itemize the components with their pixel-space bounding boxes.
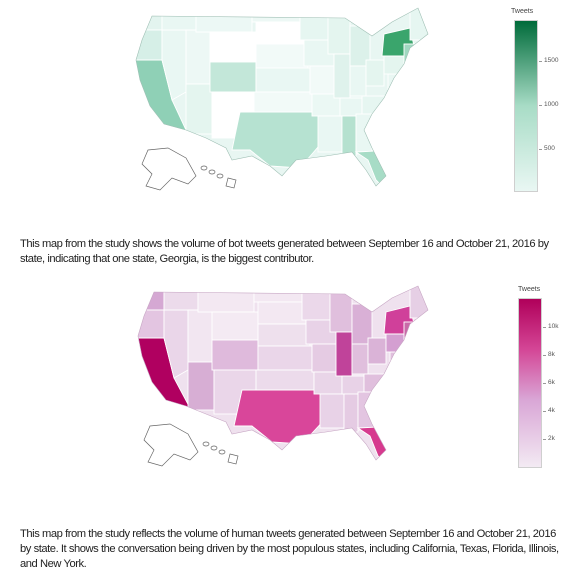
colorbar-tick: 10k [542,323,559,330]
bot-tweets-colorbar: Tweets 1500 1000 500 [508,8,568,193]
colorbar-title: Tweets [511,8,534,15]
human-tweets-caption: This map from the study reflects the vol… [20,528,559,570]
colorbar-title: Tweets [518,286,541,293]
human-tweets-map-panel: Tweets 10k 8k 6k 4k 2k [0,282,580,482]
colorbar-tick: 8k [543,351,555,358]
colorbar-tick: 4k [543,407,555,414]
colorbar-tick: 500 [539,145,555,152]
bot-tweets-caption: This map from the study shows the volume… [20,238,549,265]
human-tweets-us-map [137,285,429,467]
colorbar-tick: 2k [543,435,555,442]
human-tweets-colorbar: Tweets 10k 8k 6k 4k 2k [512,286,572,472]
colorbar-gradient [518,298,542,468]
bot-tweets-us-map [135,7,429,191]
bot-tweets-map-panel: Tweets 1500 1000 500 [0,0,580,230]
colorbar-gradient [514,20,538,192]
colorbar-tick: 1500 [538,57,559,64]
colorbar-tick: 6k [543,379,555,386]
colorbar-tick: 1000 [538,101,559,108]
